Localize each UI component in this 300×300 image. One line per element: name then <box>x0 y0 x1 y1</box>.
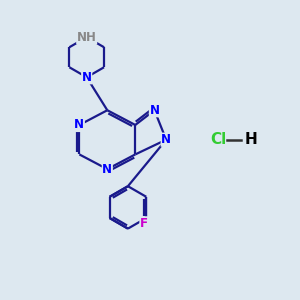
Text: N: N <box>74 118 84 131</box>
Text: N: N <box>149 104 159 117</box>
Text: N: N <box>102 163 112 176</box>
Text: F: F <box>140 217 148 230</box>
Text: H: H <box>244 132 257 147</box>
Text: Cl: Cl <box>210 132 226 147</box>
Text: NH: NH <box>77 31 97 44</box>
Text: N: N <box>82 71 92 84</box>
Text: N: N <box>161 133 171 146</box>
